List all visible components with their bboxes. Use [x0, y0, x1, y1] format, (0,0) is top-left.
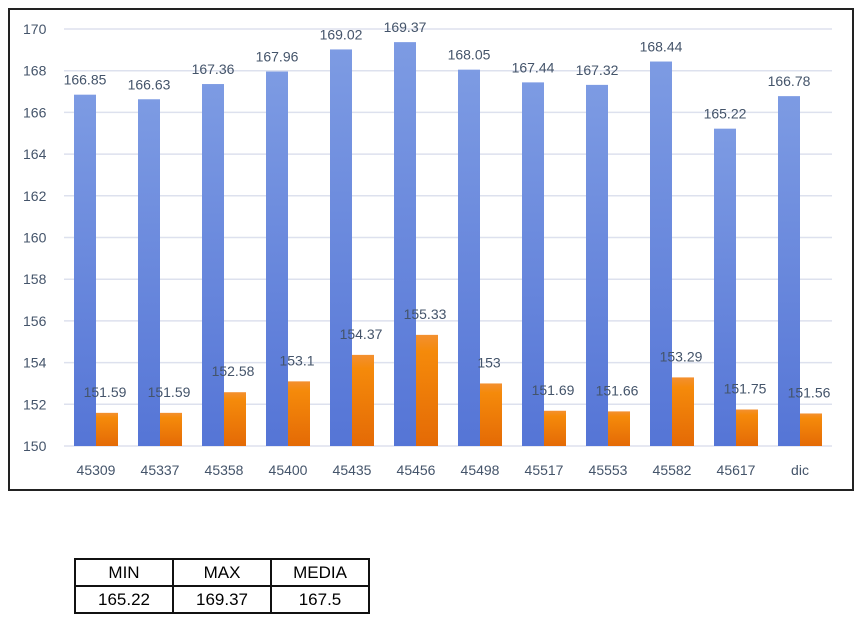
bar-series-2: [352, 354, 374, 446]
x-tick-label: dic: [791, 462, 809, 478]
bar-series-1: [202, 84, 224, 446]
x-tick-label: 45337: [141, 462, 180, 478]
x-tick-label: 45456: [397, 462, 436, 478]
x-tick-label: 45553: [589, 462, 628, 478]
y-tick-label: 150: [23, 438, 47, 454]
data-label: 154.37: [340, 326, 383, 342]
bar-series-2: [544, 410, 566, 446]
bar-series-2: [160, 412, 182, 446]
data-label: 151.69: [532, 382, 575, 398]
y-tick-label: 158: [23, 271, 47, 287]
y-tick-label: 170: [23, 21, 47, 37]
data-label: 151.75: [724, 381, 767, 397]
bar-series-1: [266, 71, 288, 446]
x-tick-label: 45582: [653, 462, 692, 478]
summary-table: MIN MAX MEDIA 165.22 169.37 167.5: [74, 558, 370, 614]
bar-series-1: [586, 84, 608, 447]
data-label: 167.96: [256, 49, 299, 65]
bar-series-1: [714, 128, 736, 446]
y-tick-label: 168: [23, 63, 47, 79]
header-min: MIN: [74, 558, 174, 587]
x-tick-label: 45617: [717, 462, 756, 478]
chart-frame: [8, 8, 854, 491]
data-label: 151.56: [788, 384, 831, 400]
bar-chart: 150 152 154 156 158 160 162 164 166 168 170 45309 16…: [23, 19, 832, 478]
data-label: 166.78: [768, 73, 811, 89]
bar-series-1: [74, 94, 96, 447]
data-label: 153: [477, 354, 501, 370]
data-label: 169.02: [320, 26, 363, 42]
x-tick-label: 45435: [333, 462, 372, 478]
y-tick-label: 166: [23, 104, 47, 120]
x-tick-label: 45309: [77, 462, 116, 478]
value-media: 167.5: [270, 585, 370, 614]
data-label: 168.44: [640, 39, 683, 55]
bar-series-1: [330, 49, 352, 447]
data-label: 165.22: [704, 106, 747, 122]
data-label: 151.59: [148, 384, 191, 400]
bar-series-2: [736, 409, 758, 446]
data-label: 166.85: [64, 72, 107, 88]
bar-series-1: [650, 61, 672, 446]
data-label: 169.37: [384, 19, 427, 35]
data-label: 153.1: [279, 352, 314, 368]
value-max: 169.37: [172, 585, 272, 614]
bar-series-2: [224, 392, 246, 446]
bar-series-2: [480, 383, 502, 446]
bar-series-1: [138, 99, 160, 447]
x-tick-label: 45400: [269, 462, 308, 478]
bar-series-2: [416, 334, 438, 446]
y-tick-label: 156: [23, 313, 47, 329]
x-tick-label: 45498: [461, 462, 500, 478]
data-label: 167.36: [192, 61, 235, 77]
data-label: 155.33: [404, 306, 447, 322]
bar-series-2: [672, 377, 694, 446]
bar-series-2: [96, 412, 118, 446]
y-tick-label: 160: [23, 230, 47, 246]
data-label: 167.44: [512, 59, 555, 75]
x-tick-label: 45517: [525, 462, 564, 478]
y-tick-label: 152: [23, 396, 47, 412]
data-label: 166.63: [128, 76, 171, 92]
data-label: 151.59: [84, 384, 127, 400]
data-label: 151.66: [596, 382, 639, 398]
x-tick-label: 45358: [205, 462, 244, 478]
data-label: 152.58: [212, 363, 255, 379]
data-label: 153.29: [660, 348, 703, 364]
bar-series-2: [608, 411, 630, 446]
bar-series-2: [800, 413, 822, 446]
bar-series-1: [522, 82, 544, 446]
y-tick-label: 154: [23, 355, 47, 371]
value-min: 165.22: [74, 585, 174, 614]
data-label: 167.32: [576, 62, 619, 78]
y-tick-label: 164: [23, 146, 47, 162]
bar-series-1: [458, 69, 480, 446]
header-media: MEDIA: [270, 558, 370, 587]
y-tick-label: 162: [23, 188, 47, 204]
bar-series-1: [778, 96, 800, 447]
bar-series-1: [394, 42, 416, 446]
bar-series-2: [288, 381, 310, 446]
header-max: MAX: [172, 558, 272, 587]
data-label: 168.05: [448, 47, 491, 63]
